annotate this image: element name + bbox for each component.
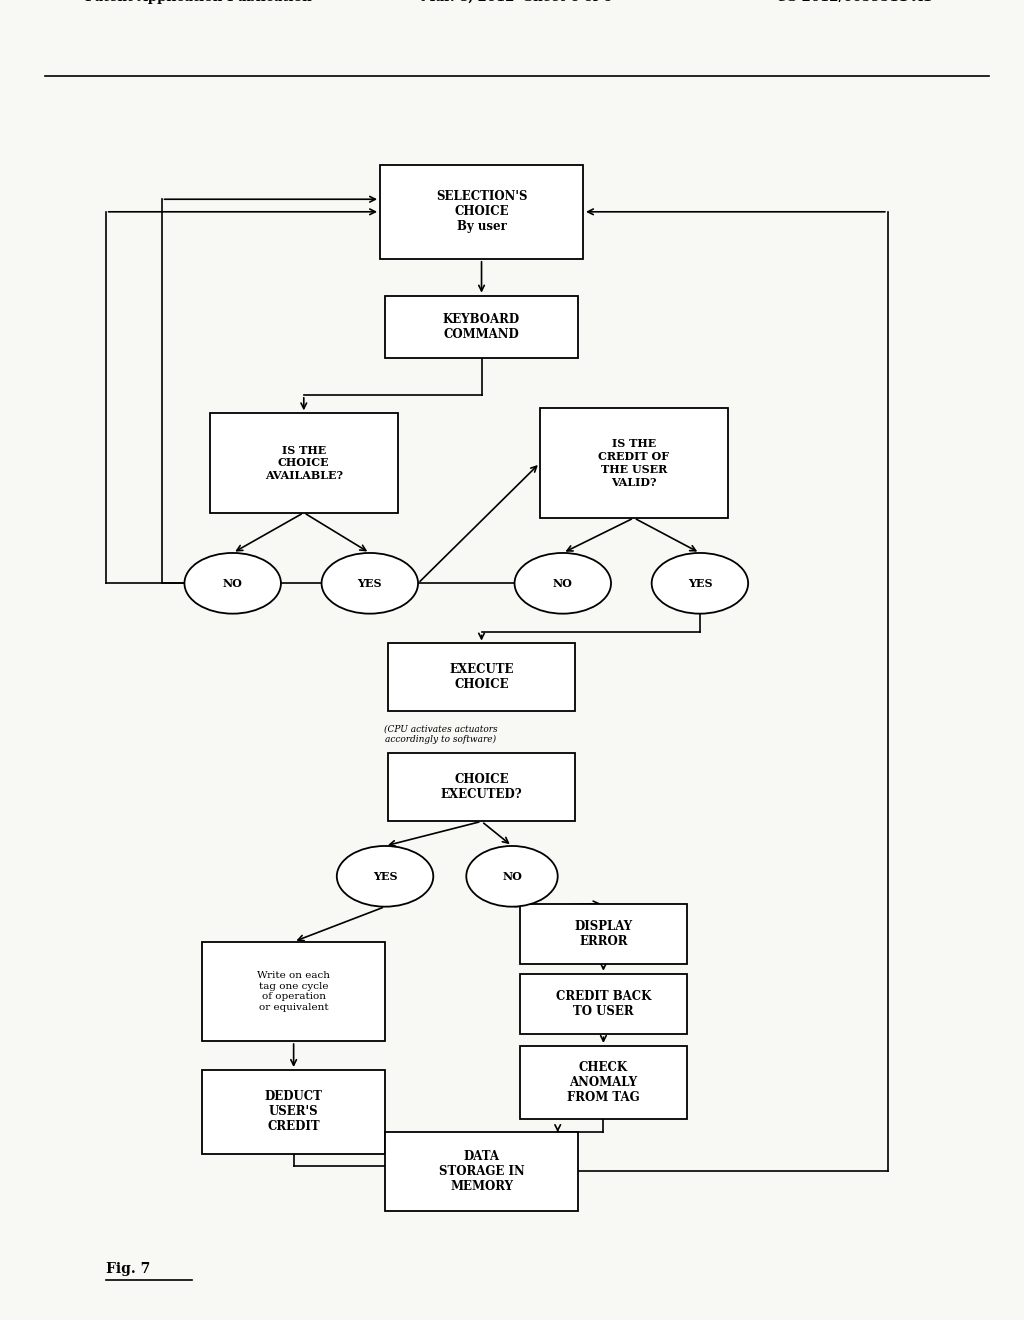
Ellipse shape (651, 553, 749, 614)
Text: Write on each
tag one cycle
of operation
or equivalent: Write on each tag one cycle of operation… (257, 972, 330, 1011)
FancyBboxPatch shape (385, 1133, 578, 1210)
Text: CHECK
ANOMALY
FROM TAG: CHECK ANOMALY FROM TAG (567, 1061, 640, 1104)
FancyBboxPatch shape (385, 296, 578, 358)
Text: EXECUTE
CHOICE: EXECUTE CHOICE (450, 664, 514, 692)
FancyBboxPatch shape (540, 408, 728, 517)
Text: DEDUCT
USER'S
CREDIT: DEDUCT USER'S CREDIT (264, 1090, 323, 1134)
Text: US 2012/0059511 A1: US 2012/0059511 A1 (776, 0, 932, 4)
Ellipse shape (337, 846, 433, 907)
FancyBboxPatch shape (519, 974, 687, 1035)
Text: NO: NO (502, 871, 522, 882)
Text: DISPLAY
ERROR: DISPLAY ERROR (574, 920, 633, 948)
FancyBboxPatch shape (380, 165, 583, 259)
FancyBboxPatch shape (202, 1071, 385, 1154)
Text: IS THE
CREDIT OF
THE USER
VALID?: IS THE CREDIT OF THE USER VALID? (598, 438, 670, 487)
Text: YES: YES (688, 578, 712, 589)
Text: (CPU activates actuators
accordingly to software): (CPU activates actuators accordingly to … (384, 725, 498, 743)
Text: NO: NO (553, 578, 572, 589)
FancyBboxPatch shape (202, 941, 385, 1041)
Text: Mar. 8, 2012  Sheet 6 of 6: Mar. 8, 2012 Sheet 6 of 6 (421, 0, 612, 4)
Ellipse shape (514, 553, 611, 614)
Text: SELECTION'S
CHOICE
By user: SELECTION'S CHOICE By user (436, 190, 527, 234)
Text: KEYBOARD
COMMAND: KEYBOARD COMMAND (443, 313, 520, 341)
Ellipse shape (322, 553, 418, 614)
Text: Patent Application Publication: Patent Application Publication (85, 0, 312, 4)
Text: CREDIT BACK
TO USER: CREDIT BACK TO USER (556, 990, 651, 1018)
Text: NO: NO (223, 578, 243, 589)
Ellipse shape (184, 553, 281, 614)
FancyBboxPatch shape (519, 903, 687, 964)
Text: Fig. 7: Fig. 7 (105, 1262, 150, 1276)
Text: DATA
STORAGE IN
MEMORY: DATA STORAGE IN MEMORY (438, 1150, 524, 1193)
Ellipse shape (466, 846, 558, 907)
FancyBboxPatch shape (210, 413, 397, 512)
Text: YES: YES (373, 871, 397, 882)
FancyBboxPatch shape (387, 643, 575, 711)
Text: CHOICE
EXECUTED?: CHOICE EXECUTED? (440, 774, 522, 801)
Text: IS THE
CHOICE
AVAILABLE?: IS THE CHOICE AVAILABLE? (265, 445, 343, 482)
FancyBboxPatch shape (519, 1045, 687, 1119)
FancyBboxPatch shape (387, 754, 575, 821)
Text: YES: YES (357, 578, 382, 589)
